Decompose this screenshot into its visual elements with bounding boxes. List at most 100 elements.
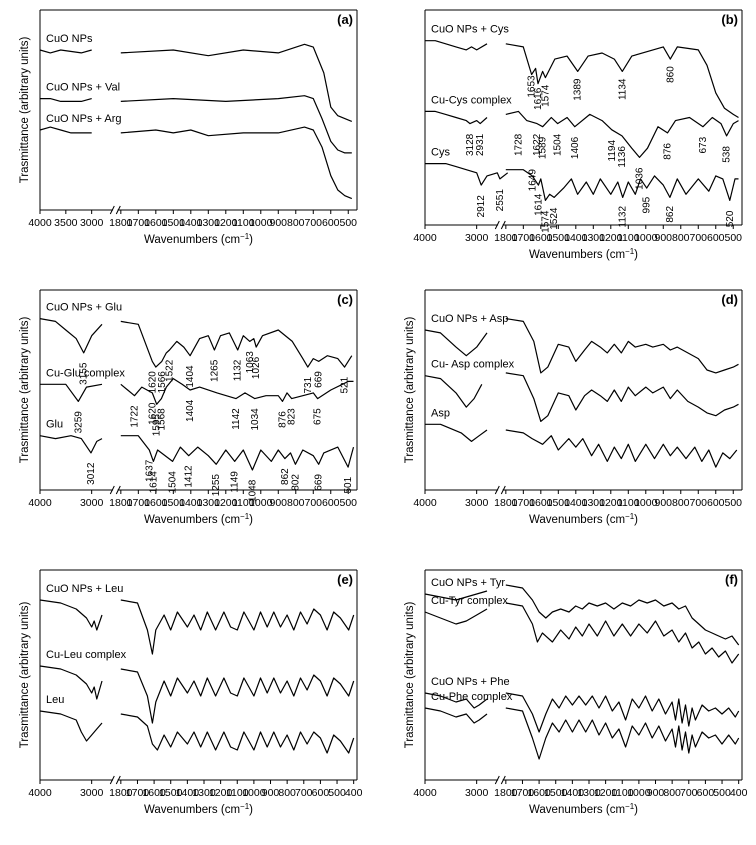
x-tick-label: 400	[345, 787, 363, 799]
x-tick-label: 1400	[179, 217, 203, 229]
peak-annotation: 1620	[147, 371, 158, 394]
x-tick-label: 3000	[80, 787, 104, 799]
x-tick-label: 700	[305, 497, 323, 509]
x-axis-label: Wavenumbers (cm−1)	[529, 512, 638, 526]
x-tick-label: 900	[270, 217, 288, 229]
axis-break-mark	[500, 220, 506, 230]
x-tick-label: 500	[339, 497, 357, 509]
series-name-label: Glu	[46, 419, 63, 431]
peak-annotation: 1063	[245, 351, 256, 374]
x-tick-label: 1100	[611, 787, 634, 799]
series-line-c-1-0	[40, 383, 103, 402]
peak-annotation: 1036	[634, 167, 645, 190]
peak-annotation: 995	[642, 196, 653, 213]
series-name-label: CuO NPs + Arg	[46, 113, 122, 125]
x-tick-label: 1700	[512, 497, 536, 509]
series-name-label: CuO NPs + Phe	[431, 676, 510, 688]
x-tick-label: 600	[707, 232, 725, 244]
x-tick-label: 500	[713, 787, 731, 799]
peak-annotation: 1649	[527, 169, 538, 192]
series-name-label: CuO NPs + Val	[46, 82, 120, 94]
series-line-f-1-1	[505, 602, 740, 664]
series-line-f-0-1	[505, 584, 740, 646]
peak-annotation: 1412	[184, 465, 195, 488]
peak-annotation: 1404	[185, 365, 196, 388]
y-axis-label: Trasmittance (arbitrary units)	[19, 602, 31, 749]
x-tick-label: 1400	[176, 787, 200, 799]
series-line-e-0-1	[120, 599, 355, 655]
x-tick-label: 1400	[564, 232, 588, 244]
x-tick-label: 1100	[232, 217, 255, 229]
x-tick-label: 1600	[144, 497, 168, 509]
series-line-c-0-1	[120, 320, 353, 368]
y-axis-label: Trasmittance (arbitrary units)	[19, 317, 31, 464]
x-tick-label: 1100	[617, 497, 640, 509]
x-tick-label: 3000	[465, 232, 489, 244]
x-tick-label: 1500	[547, 497, 571, 509]
x-tick-label: 3000	[465, 787, 489, 799]
panel-label: (a)	[337, 12, 353, 27]
series-line-d-2-1	[505, 429, 738, 468]
series-line-e-2-0	[39, 710, 103, 742]
x-tick-label: 1200	[214, 217, 238, 229]
x-tick-label: 800	[663, 787, 681, 799]
x-tick-label: 1000	[249, 217, 273, 229]
x-tick-label: 800	[672, 232, 690, 244]
peak-annotation: 520	[725, 210, 736, 227]
peak-annotation: 1614	[148, 471, 159, 494]
y-axis-label: Trasmittance (arbitrary units)	[19, 37, 31, 184]
x-tick-label: 4000	[413, 787, 437, 799]
peak-annotation: 673	[698, 136, 709, 153]
x-tick-label: 500	[724, 232, 742, 244]
panel-b: 4000 3000 18001700160015001400130012001100…	[413, 9, 743, 261]
peak-annotation: 1574	[540, 84, 551, 107]
peak-annotation: 823	[287, 408, 298, 425]
peak-annotation: 1026	[251, 356, 262, 379]
series-line-e-1-1	[120, 668, 355, 724]
panel-label: (e)	[337, 572, 353, 587]
x-tick-label: 1800	[494, 497, 518, 509]
peak-annotation: 1149	[230, 471, 241, 493]
series-line-f-1-0	[424, 608, 488, 625]
x-tick-label: 1800	[494, 232, 518, 244]
series-line-b-2-0	[425, 163, 509, 186]
x-tick-label: 800	[278, 787, 296, 799]
peak-annotation: 1589	[538, 136, 549, 159]
series-name-label: CuO NPs + Tyr	[431, 577, 505, 589]
series-name-label: Cu-Tyr complex	[431, 595, 509, 607]
x-tick-label: 1500	[547, 232, 571, 244]
x-tick-label: 800	[287, 497, 305, 509]
peak-annotation: 1132	[233, 359, 244, 381]
peak-annotation: 1034	[250, 408, 261, 431]
x-tick-label: 900	[262, 787, 280, 799]
x-tick-label: 1000	[634, 232, 658, 244]
series-line-d-0-0	[424, 329, 488, 357]
x-tick-label: 1000	[634, 497, 658, 509]
y-axis-label: Trasmittance (arbitrary units)	[404, 602, 416, 749]
series-name-label: Cu-Leu complex	[46, 649, 127, 661]
x-tick-label: 900	[655, 497, 673, 509]
peak-annotation: 538	[722, 146, 733, 163]
x-axis-label: Wavenumbers (cm−1)	[144, 232, 253, 246]
peak-annotation: 1568	[156, 408, 167, 431]
series-name-label: CuO NPs + Leu	[46, 583, 123, 595]
x-tick-label: 3000	[80, 497, 104, 509]
x-tick-label: 1500	[159, 787, 183, 799]
x-tick-label: 1200	[214, 497, 238, 509]
peak-annotation: 1614	[533, 193, 544, 216]
axis-break-mark	[115, 205, 121, 215]
peak-annotation: 669	[314, 371, 325, 388]
peak-annotation: 1048	[247, 479, 258, 502]
series-line-f-2-0	[424, 692, 488, 709]
y-axis-label: Trasmittance (arbitrary units)	[404, 317, 416, 464]
series-name-label: Cu- Asp complex	[431, 359, 515, 371]
panel-f: 4000 3000 18001700160015001400130012001100…	[404, 569, 748, 816]
x-tick-label: 1200	[599, 497, 623, 509]
peak-annotation: 3155	[79, 362, 90, 385]
peak-annotation: 675	[313, 408, 324, 425]
series-name-label: Asp	[431, 407, 450, 419]
series-line-e-0-0	[39, 599, 103, 631]
peak-annotation: 1595	[152, 414, 163, 437]
peak-annotation: 876	[277, 411, 288, 428]
